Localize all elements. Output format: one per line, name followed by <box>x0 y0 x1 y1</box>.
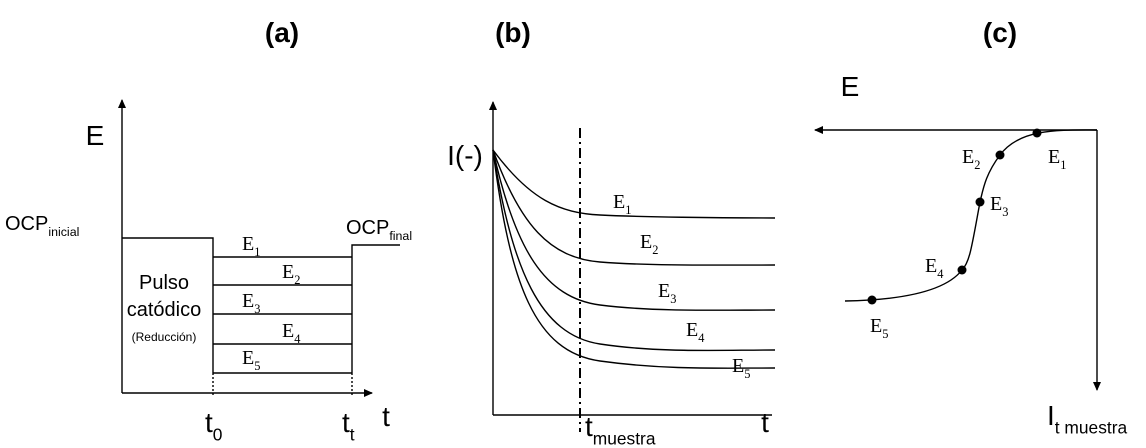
axis-label: It muestra <box>1047 400 1127 437</box>
pulse-label: Pulso <box>139 272 189 294</box>
point <box>995 150 1005 160</box>
signal <box>122 237 214 373</box>
level-label: E2 <box>640 231 658 257</box>
label-sub: 3 <box>670 292 676 306</box>
label-sub: 4 <box>698 331 704 345</box>
label-sub: 4 <box>937 267 943 281</box>
label-base: E <box>282 320 294 342</box>
label-base: t <box>585 411 593 442</box>
panel-a-drawing <box>118 99 400 397</box>
curve <box>492 149 776 352</box>
point <box>1032 128 1042 138</box>
label-base: E <box>1048 146 1060 168</box>
axis-label: I(-) <box>447 140 483 171</box>
level-label: E4 <box>282 320 300 346</box>
label-sub: muestra <box>593 428 656 448</box>
label-base: t <box>342 407 350 438</box>
time-label: t0 <box>205 407 222 444</box>
signal <box>351 244 400 373</box>
label-base: E <box>686 319 698 341</box>
level-label: E5 <box>242 347 260 373</box>
label-sub: 1 <box>254 245 260 259</box>
ocp-label: OCPinicial <box>5 213 79 239</box>
level-label: E1 <box>1048 146 1066 172</box>
panel-b-drawing <box>489 101 776 432</box>
label-base: E <box>640 231 652 253</box>
point <box>957 265 967 275</box>
panel-title: (a) <box>265 17 299 48</box>
label-base: E <box>870 315 882 337</box>
pulse-label: (Reducción) <box>132 330 197 344</box>
label-sub: 0 <box>213 424 223 444</box>
label-base: E <box>962 146 974 168</box>
axis-label: t <box>382 401 390 432</box>
level-label: E4 <box>925 255 943 281</box>
label-base: E <box>732 355 744 377</box>
label-base: E <box>242 290 254 312</box>
panel-title: (c) <box>983 17 1017 48</box>
time-label: tmuestra <box>585 411 656 448</box>
axis-label: E <box>86 120 105 151</box>
label-base: E <box>990 193 1002 215</box>
label-sub: 1 <box>625 203 631 217</box>
curve <box>492 149 776 219</box>
pulse-label: catódico <box>127 299 202 321</box>
label-sub: final <box>389 229 412 243</box>
label-base: t <box>205 407 213 438</box>
label-sub: 5 <box>254 359 260 373</box>
label-sub: t muestra <box>1055 417 1128 437</box>
level-label: E4 <box>686 319 704 345</box>
label-base: OCP <box>5 213 48 235</box>
level-label: E1 <box>242 233 260 259</box>
ocp-label: OCPfinal <box>346 217 412 243</box>
label-sub: t <box>350 424 355 444</box>
panel-c-drawing <box>814 126 1101 391</box>
label-sub: 3 <box>1002 205 1008 219</box>
level-label: E5 <box>870 315 888 341</box>
label-base: E <box>242 233 254 255</box>
label-base: E <box>658 280 670 302</box>
axis-label: t <box>761 407 769 438</box>
level-label: E5 <box>732 355 750 381</box>
label-sub: 1 <box>1060 158 1066 172</box>
level-label: E1 <box>613 191 631 217</box>
label-base: OCP <box>346 217 389 239</box>
curve <box>492 149 776 266</box>
time-label: tt <box>342 407 355 444</box>
label-base: E <box>925 255 937 277</box>
axis-label: E <box>841 71 860 102</box>
label-base: I <box>1047 400 1055 431</box>
label-base: E <box>242 347 254 369</box>
label-base: E <box>282 261 294 283</box>
label-sub: 2 <box>294 273 300 287</box>
level-label: E2 <box>282 261 300 287</box>
label-sub: 2 <box>652 243 658 257</box>
level-label: E3 <box>990 193 1008 219</box>
point <box>975 197 985 207</box>
label-sub: 4 <box>294 332 300 346</box>
label-sub: 3 <box>254 302 260 316</box>
point <box>867 295 877 305</box>
label-sub: inicial <box>48 225 79 239</box>
level-label: E3 <box>242 290 260 316</box>
label-sub: 5 <box>744 367 750 381</box>
label-sub: 2 <box>974 158 980 172</box>
level-label: E3 <box>658 280 676 306</box>
curve <box>492 149 776 311</box>
level-label: E2 <box>962 146 980 172</box>
label-base: E <box>613 191 625 213</box>
curve <box>492 149 776 369</box>
label-sub: 5 <box>882 327 888 341</box>
panel-title: (b) <box>495 17 531 48</box>
